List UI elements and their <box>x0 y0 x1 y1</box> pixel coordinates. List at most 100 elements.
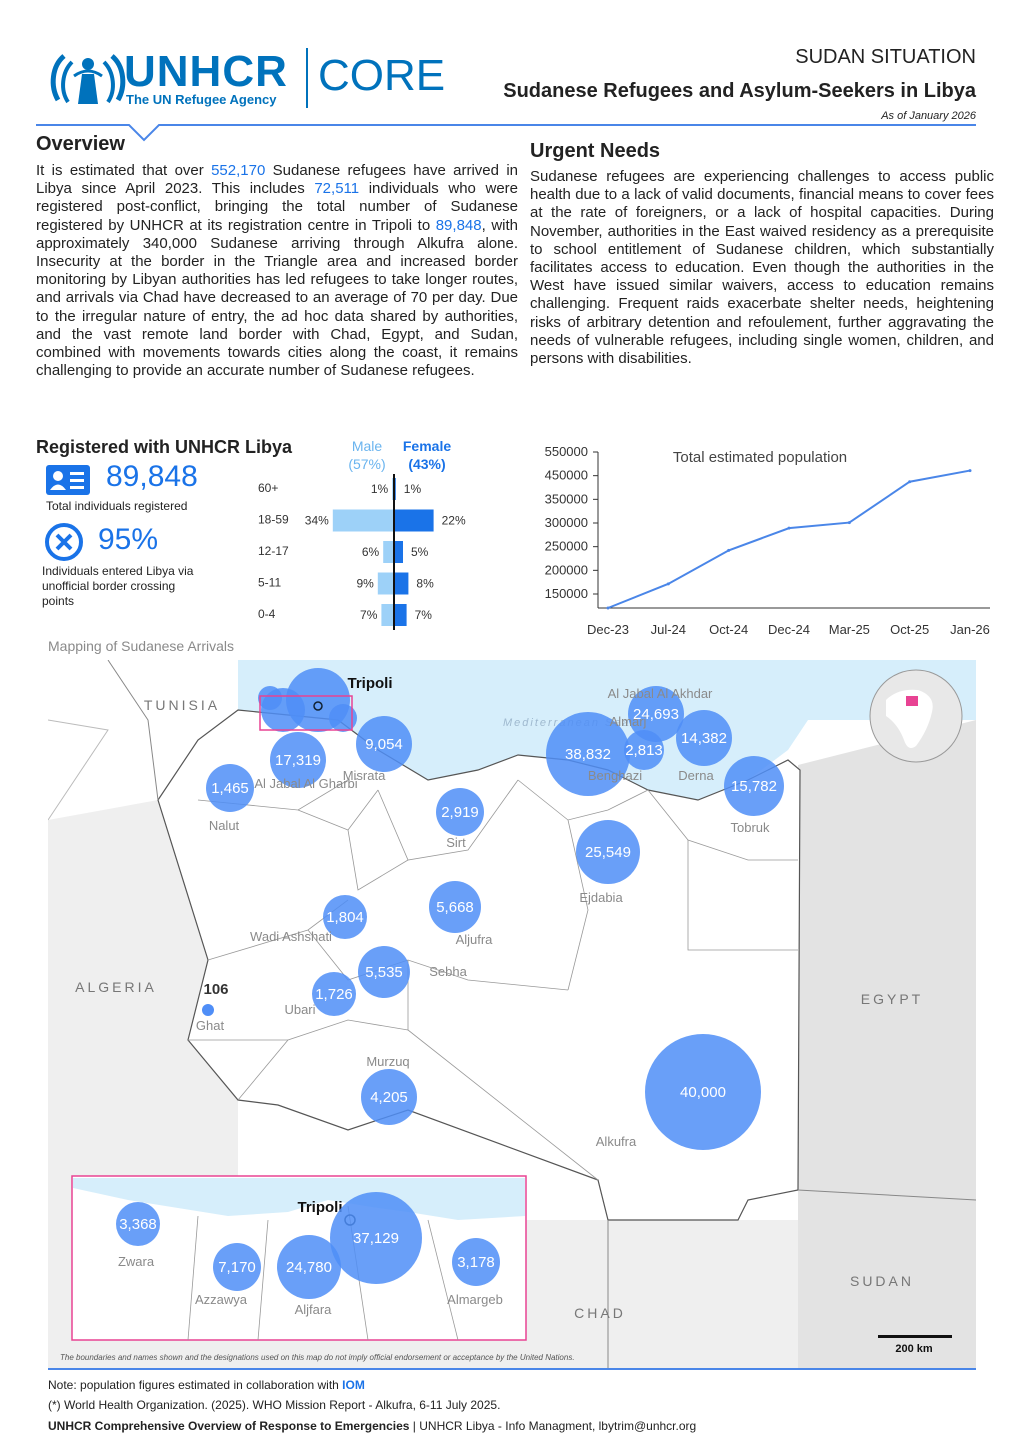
pyramid-male-value: 9% <box>356 577 374 591</box>
arrival-value: 1,726 <box>315 986 353 1003</box>
map-title: Mapping of Sudanese Arrivals <box>48 638 234 654</box>
arrival-value: 40,000 <box>680 1084 726 1101</box>
district-label: Ghat <box>196 1018 225 1033</box>
overview-text-3: individuals who were registered post-con… <box>36 180 519 234</box>
libya-outline <box>157 709 801 1221</box>
pyramid-male-bar <box>381 604 394 626</box>
series-point <box>727 548 731 552</box>
logo-divider <box>306 48 308 108</box>
pyramid-age-label: 60+ <box>258 481 278 495</box>
arrival-value: 1,465 <box>211 780 249 797</box>
y-tick-label: 250000 <box>545 539 588 554</box>
org-tagline: The UN Refugee Agency <box>126 92 277 107</box>
overview-section: It is estimated that over 552,170 Sudane… <box>36 162 518 380</box>
district-label: Ejdabia <box>579 890 623 905</box>
pyramid-female-bar <box>394 604 407 626</box>
chart-title: Total estimated population <box>673 449 847 466</box>
header-notch-icon <box>128 124 160 142</box>
district-label: Sirt <box>446 835 466 850</box>
female-pct: (43%) <box>408 456 446 472</box>
arrivals-map: TUNISIA ALGERIA EGYPT SUDAN CHAD Mediter… <box>48 660 976 1370</box>
core-label: CORE <box>318 51 446 100</box>
country-chad: CHAD <box>574 1305 626 1321</box>
footer-partner-link[interactable]: IOM <box>342 1378 365 1392</box>
inset-value: 7,170 <box>218 1259 256 1276</box>
district-label: Murzuq <box>366 1054 409 1069</box>
x-tick-label: Dec-24 <box>768 622 810 637</box>
series-point <box>847 521 851 525</box>
pyramid-female-value: 22% <box>442 514 466 528</box>
arrival-bubble <box>206 764 254 812</box>
scale-label: 200 km <box>895 1343 933 1355</box>
pyramid-female-bar <box>394 509 434 532</box>
footer-note-text: Note: population figures estimated in co… <box>48 1378 343 1392</box>
x-tick-label: Jul-24 <box>651 622 686 637</box>
arrival-value: 5,535 <box>365 964 403 981</box>
district-label: Derna <box>678 768 714 783</box>
x-tick-label: Oct-24 <box>709 622 748 637</box>
male-pct: (57%) <box>348 456 386 472</box>
unofficial-crossing-pct: 95% <box>98 523 159 556</box>
pyramid-male-bar <box>332 509 394 532</box>
arrival-bubble <box>323 895 367 939</box>
population-line-chart: 550000 450000 350000 300000 250000 200000 1500… <box>545 444 990 637</box>
arrival-value: 14,382 <box>681 730 727 747</box>
footer-credit-title: UNHCR Comprehensive Overview of Response… <box>48 1419 410 1433</box>
y-tick-label: 450000 <box>545 468 588 483</box>
inset-bubble <box>213 1243 261 1291</box>
y-tick-label: 300000 <box>545 515 588 530</box>
arrival-bubble <box>356 716 412 772</box>
pyramid-age-label: 0-4 <box>258 607 276 621</box>
urgent-title: Urgent Needs <box>530 140 661 162</box>
arrival-value: 38,832 <box>565 746 611 763</box>
inset-capital-label: Tripoli <box>298 1199 343 1216</box>
algeria-border <box>48 719 109 821</box>
pyramid-male-bar <box>383 541 394 563</box>
country-algeria: ALGERIA <box>75 979 157 995</box>
district-label: Sebha <box>429 964 467 979</box>
arrival-value: 5,668 <box>436 899 474 916</box>
overview-text-2: Sudanese refugees have arrived in Libya … <box>36 162 518 198</box>
inset-bubbles: 3,368 Zwara 7,170 Azzawya 24,780 Aljfara 37,12… <box>116 1192 503 1317</box>
arrival-bubble <box>724 756 784 816</box>
x-tick-label: Dec-23 <box>587 622 629 637</box>
district-label: Al Jabal Al Gharbi <box>254 776 357 791</box>
inset-district-label: Zwara <box>118 1254 155 1269</box>
as-of-date: As of January 2026 <box>881 110 976 122</box>
arrival-bubble <box>436 788 484 836</box>
y-tick-label: 550000 <box>545 444 588 459</box>
header-rule <box>36 124 976 126</box>
y-tick-label: 150000 <box>545 586 588 601</box>
map-disclaimer: The boundaries and names shown and the d… <box>60 1353 575 1362</box>
male-label: Male <box>351 438 383 454</box>
arrival-value: 4,205 <box>370 1089 408 1106</box>
pyramid-male-value: 6% <box>362 545 380 559</box>
district-label: Aljufra <box>456 932 494 947</box>
district-label: Benghazi <box>588 768 642 783</box>
registered-total: 89,848 <box>106 460 198 493</box>
urgent-text: Sudanese refugees are experiencing chall… <box>530 168 994 368</box>
map-scale: 200 km <box>878 1335 952 1355</box>
id-card-icon <box>46 465 90 495</box>
arrival-value: 24,693 <box>633 706 679 723</box>
capital-marker-icon <box>313 701 323 711</box>
y-tick-label: 350000 <box>545 491 588 506</box>
capital-label: Tripoli <box>348 675 393 692</box>
series-point <box>787 526 791 530</box>
footer-note: Note: population figures estimated in co… <box>48 1378 365 1392</box>
x-tick-label: Jan-26 <box>950 622 990 637</box>
arrival-bubbles: 17,319 Al Jabal Al Gharbi 1,465 Nalut 9,054 M… <box>196 686 784 1150</box>
district-label: Wadi Ashshati <box>250 929 332 944</box>
overview-text: It is estimated that over 552,170 Sudane… <box>36 162 518 380</box>
map-canvas: TUNISIA ALGERIA EGYPT SUDAN CHAD Mediter… <box>48 660 976 1370</box>
tripoli-cluster-bubble <box>329 704 357 732</box>
arrival-value: 17,319 <box>275 752 321 769</box>
overview-post-conflict: 72,511 <box>314 180 360 198</box>
district-label: Ubari <box>284 1002 315 1017</box>
arrival-value: 25,549 <box>585 844 631 861</box>
inset-district-label: Almargeb <box>447 1292 503 1307</box>
situation-label: SUDAN SITUATION <box>795 46 976 68</box>
series-point <box>908 480 912 484</box>
series-point <box>666 582 670 586</box>
border-crossing-icon <box>45 523 83 561</box>
